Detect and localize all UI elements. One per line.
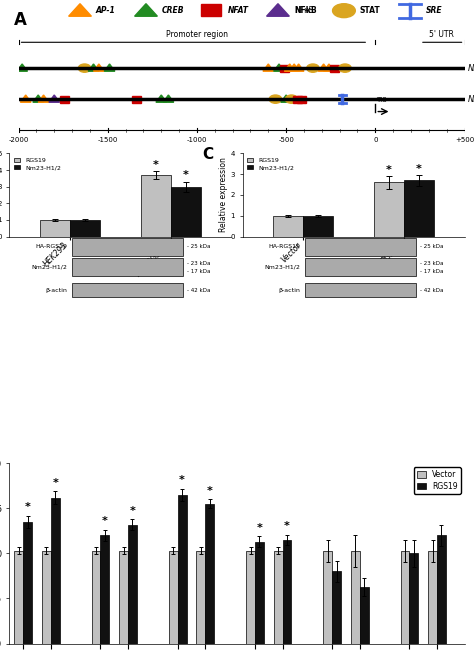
Polygon shape (69, 4, 91, 16)
Bar (332, 571, 341, 644)
Bar (51, 498, 60, 644)
Text: *: * (52, 478, 58, 488)
Text: *: * (129, 506, 136, 515)
Text: *: * (183, 170, 189, 181)
Bar (100, 536, 109, 644)
Text: CREB: CREB (162, 6, 184, 15)
Bar (246, 551, 255, 644)
Text: - 17 kDa: - 17 kDa (420, 269, 444, 274)
FancyBboxPatch shape (72, 238, 182, 256)
Legend: RGS19, Nm23-H1/2: RGS19, Nm23-H1/2 (13, 157, 62, 172)
Text: HA-RGS19: HA-RGS19 (268, 244, 300, 250)
Bar (40, 220, 70, 237)
Bar (437, 536, 446, 644)
Text: Nm23-H1/2: Nm23-H1/2 (264, 265, 300, 270)
Legend: RGS19, Nm23-H1/2: RGS19, Nm23-H1/2 (246, 157, 295, 172)
Bar (273, 551, 283, 644)
Bar (119, 551, 128, 644)
FancyBboxPatch shape (72, 259, 182, 276)
Bar (91, 551, 100, 644)
Bar (428, 551, 437, 644)
Bar (205, 504, 214, 644)
Text: - 25 kDa: - 25 kDa (420, 244, 444, 250)
Bar (303, 216, 333, 237)
Text: β-actin: β-actin (46, 288, 67, 293)
Text: - 23 kDa: - 23 kDa (420, 261, 444, 266)
Bar (42, 551, 51, 644)
Bar (14, 551, 23, 644)
Text: *: * (416, 164, 422, 174)
Bar (201, 4, 221, 16)
Text: *: * (102, 517, 108, 526)
Text: HA-RGS19: HA-RGS19 (35, 244, 67, 250)
Bar (196, 551, 205, 644)
Text: A: A (14, 10, 27, 29)
Text: *: * (284, 521, 290, 531)
Text: NFkB: NFkB (294, 6, 317, 15)
Text: *: * (256, 523, 262, 533)
Bar (323, 551, 332, 644)
Bar (255, 541, 264, 644)
Bar (178, 495, 187, 644)
Bar (410, 553, 418, 644)
FancyBboxPatch shape (72, 283, 182, 298)
Text: - 23 kDa: - 23 kDa (187, 261, 210, 266)
Bar (128, 525, 137, 644)
FancyBboxPatch shape (305, 259, 416, 276)
Bar (141, 175, 171, 237)
Ellipse shape (333, 4, 356, 18)
Text: NFκB: NFκB (294, 6, 314, 15)
Bar (374, 183, 404, 237)
Text: - 17 kDa: - 17 kDa (187, 269, 210, 274)
Bar (23, 522, 32, 644)
Text: - 25 kDa: - 25 kDa (187, 244, 210, 250)
Polygon shape (266, 4, 289, 16)
Bar (404, 181, 434, 237)
Bar (360, 587, 369, 644)
Bar (351, 551, 360, 644)
Text: *: * (386, 165, 392, 175)
Bar (70, 220, 100, 237)
Text: NFAT: NFAT (228, 6, 249, 15)
Text: *: * (179, 475, 185, 485)
Text: *: * (153, 160, 159, 170)
Polygon shape (135, 4, 157, 16)
Y-axis label: Relative expression: Relative expression (219, 157, 228, 233)
Text: AP-1: AP-1 (96, 6, 116, 15)
Bar (171, 187, 201, 237)
Text: C: C (202, 147, 214, 162)
Text: Nm23-H1/2: Nm23-H1/2 (31, 265, 67, 270)
Bar (273, 216, 303, 237)
FancyBboxPatch shape (305, 283, 416, 298)
Bar (401, 551, 410, 644)
Text: STAT: STAT (360, 6, 381, 15)
Text: *: * (207, 486, 213, 496)
Bar (283, 540, 292, 644)
Text: β-actin: β-actin (278, 288, 300, 293)
Legend: Vector, RGS19: Vector, RGS19 (414, 467, 461, 493)
Bar (169, 551, 178, 644)
Text: SRE: SRE (426, 6, 442, 15)
Text: - 42 kDa: - 42 kDa (187, 288, 210, 293)
Text: - 42 kDa: - 42 kDa (420, 288, 444, 293)
FancyBboxPatch shape (305, 238, 416, 256)
Text: *: * (25, 502, 31, 512)
